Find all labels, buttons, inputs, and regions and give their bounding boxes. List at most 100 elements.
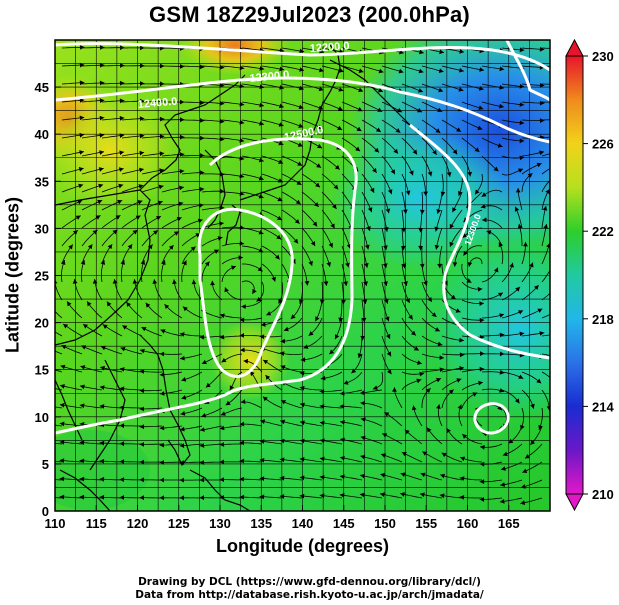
streamline-arrowhead (219, 136, 225, 142)
streamline-arrowhead (200, 153, 205, 158)
streamline-arrowhead (383, 281, 388, 286)
streamline-arrowhead (448, 389, 454, 395)
streamline-arrowhead (239, 494, 245, 500)
y-tick-label: 45 (35, 80, 49, 95)
streamline-arrowhead (119, 115, 125, 121)
streamline-arrowhead (303, 344, 309, 349)
streamline-arrowhead (139, 406, 144, 412)
streamline-arrowhead (364, 263, 369, 268)
streamline-arrowhead (164, 304, 170, 309)
streamline-arrowhead (357, 353, 363, 359)
streamline-arrowhead (239, 173, 245, 179)
streamline (55, 497, 63, 499)
streamline-arrowhead (364, 244, 370, 250)
streamline-arrowhead (400, 472, 406, 477)
x-tick-label: 115 (86, 516, 107, 531)
streamline-arrowhead (140, 348, 145, 354)
streamline-arrowhead (173, 231, 179, 236)
streamline-arrowhead (59, 458, 65, 463)
streamline-arrowhead (275, 254, 280, 260)
streamline-arrowhead (157, 200, 163, 206)
streamline-arrowhead (79, 458, 85, 464)
streamline-arrowhead (326, 262, 331, 267)
streamline-arrowhead (372, 167, 377, 173)
streamline-arrowhead (231, 265, 236, 270)
streamline-arrowhead (159, 351, 165, 357)
streamline-arrowhead (383, 245, 388, 250)
streamline-arrowhead (179, 477, 184, 483)
streamline-arrowhead (361, 317, 367, 323)
streamline-arrowhead (499, 66, 505, 72)
streamline-arrowhead (530, 403, 535, 409)
streamline-arrowhead (98, 183, 104, 189)
streamline-arrowhead (258, 175, 264, 181)
streamline (55, 331, 63, 337)
streamline-arrowhead (381, 453, 386, 458)
streamline-arrowhead (120, 346, 126, 352)
streamline-arrowhead (499, 499, 505, 504)
streamline (541, 179, 550, 193)
streamline-arrowhead (159, 168, 164, 173)
streamline-arrowhead (60, 364, 66, 370)
streamline-arrowhead (499, 388, 504, 393)
streamline-arrowhead (299, 438, 305, 444)
streamline-arrowhead (294, 219, 300, 224)
streamline-arrowhead (168, 245, 174, 250)
streamline-arrowhead (159, 425, 165, 431)
streamline-arrowhead (559, 356, 564, 361)
streamline-arrowhead (497, 292, 503, 297)
streamline-arrowhead (462, 434, 468, 439)
streamline-arrowhead (537, 308, 543, 313)
streamline-arrowhead (384, 298, 389, 304)
streamline-arrowhead (239, 421, 245, 427)
streamline-arrowhead (467, 171, 473, 177)
streamline-arrowhead (61, 345, 67, 350)
colorbar-bottom-arrow (565, 493, 584, 512)
streamline-arrowhead (455, 308, 461, 313)
streamline-arrowhead (551, 175, 556, 180)
streamline-arrowhead (315, 182, 320, 188)
streamline-arrowhead (345, 262, 350, 268)
streamline-arrowhead (401, 263, 407, 269)
streamline-arrowhead (199, 460, 205, 465)
streamline-arrowhead (536, 162, 542, 168)
streamline-arrowhead (139, 388, 145, 394)
streamline-arrowhead (380, 472, 386, 478)
streamline (55, 369, 63, 373)
streamline-arrowhead (159, 151, 165, 157)
streamline (541, 47, 550, 49)
streamline (55, 424, 63, 427)
streamline-arrowhead (159, 495, 164, 501)
streamline-arrowhead (219, 64, 225, 70)
streamline-arrowhead (297, 142, 303, 147)
streamline-arrowhead (536, 378, 542, 384)
streamline-arrowhead (486, 230, 492, 235)
streamline-arrowhead (179, 495, 184, 501)
streamline (541, 269, 550, 283)
streamline-arrowhead (319, 299, 325, 305)
streamline-arrowhead (520, 500, 526, 505)
streamline (541, 136, 550, 139)
streamline-arrowhead (360, 435, 366, 441)
streamline-arrowhead (278, 298, 283, 304)
streamline-arrowhead (393, 148, 398, 154)
streamline-arrowhead (546, 406, 550, 411)
streamline-arrowhead (557, 308, 562, 312)
streamline-arrowhead (182, 306, 188, 312)
streamline-arrowhead (539, 46, 545, 52)
streamline-arrowhead (220, 411, 226, 416)
streamline-arrowhead (459, 352, 465, 358)
streamline-arrowhead (320, 375, 326, 381)
streamline-arrowhead (99, 115, 105, 121)
streamline-arrowhead (383, 227, 389, 232)
streamline-arrowhead (337, 125, 343, 130)
streamline-arrowhead (217, 236, 223, 241)
x-tick-label: 110 (45, 516, 66, 531)
streamline-arrowhead (299, 385, 305, 391)
colorbar-gradient (565, 55, 584, 495)
streamline-arrowhead (92, 279, 98, 284)
streamline-arrowhead (538, 424, 543, 430)
streamline (541, 292, 550, 301)
streamline-arrowhead (258, 248, 264, 253)
streamline-arrowhead (99, 62, 105, 68)
